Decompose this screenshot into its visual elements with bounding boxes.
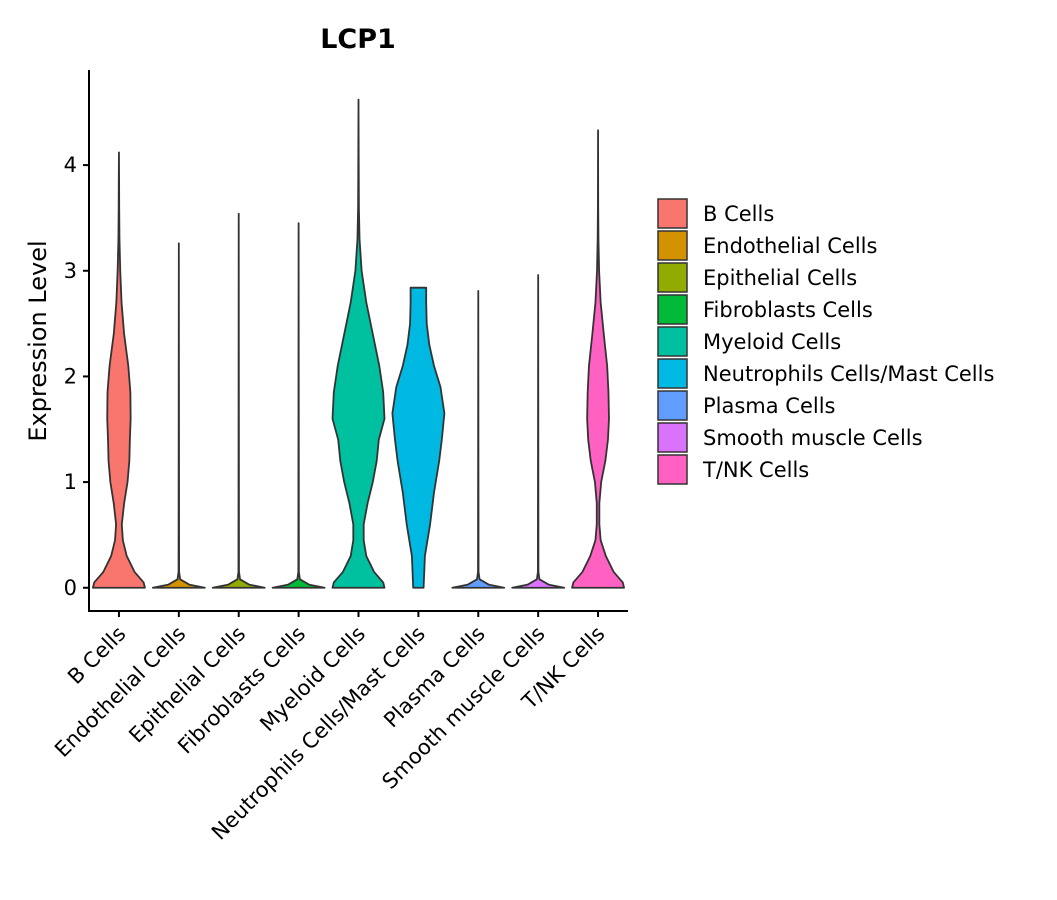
legend-label: Endothelial Cells	[703, 234, 877, 258]
legend-swatch	[657, 294, 688, 325]
legend-label: Smooth muscle Cells	[703, 426, 923, 450]
legend-swatch	[657, 326, 688, 357]
legend-swatch	[657, 390, 688, 421]
violin-7	[511, 274, 566, 589]
violin-2	[211, 212, 266, 589]
violin-8	[571, 129, 625, 589]
violin-group	[92, 98, 625, 589]
legend-label: Neutrophils Cells/Mast Cells	[703, 362, 994, 386]
y-tick-label: 0	[64, 576, 77, 600]
legend-label: T/NK Cells	[702, 458, 809, 482]
legend-label: Myeloid Cells	[703, 330, 841, 354]
legend-swatch	[657, 454, 688, 485]
y-tick-label: 1	[64, 470, 77, 494]
legend-swatch	[657, 230, 688, 261]
legend-label: Epithelial Cells	[703, 266, 857, 290]
legend-label: Plasma Cells	[703, 394, 836, 418]
violin-6	[451, 289, 506, 589]
legend-swatch	[657, 358, 688, 389]
chart-title: LCP1	[320, 24, 396, 55]
violin-1	[151, 242, 206, 589]
violin-4	[331, 98, 386, 589]
violin-3	[271, 222, 326, 589]
violin-5	[391, 286, 446, 589]
violin-0	[92, 151, 146, 589]
x-tick-label: Myeloid Cells	[255, 622, 370, 737]
legend-swatch	[657, 262, 688, 293]
y-axis-ticks: 0 1 2 3 4	[64, 153, 89, 600]
legend-swatch	[657, 198, 688, 229]
y-tick-label: 4	[64, 153, 77, 177]
legend-label: B Cells	[703, 202, 774, 226]
y-tick-label: 3	[64, 259, 77, 283]
legend-swatch	[657, 422, 688, 453]
y-axis-title: Expression Level	[24, 240, 52, 441]
legend-label: Fibroblasts Cells	[703, 298, 873, 322]
y-tick-label: 2	[64, 364, 77, 388]
legend: B Cells Endothelial Cells Epithelial Cells…	[657, 198, 994, 485]
